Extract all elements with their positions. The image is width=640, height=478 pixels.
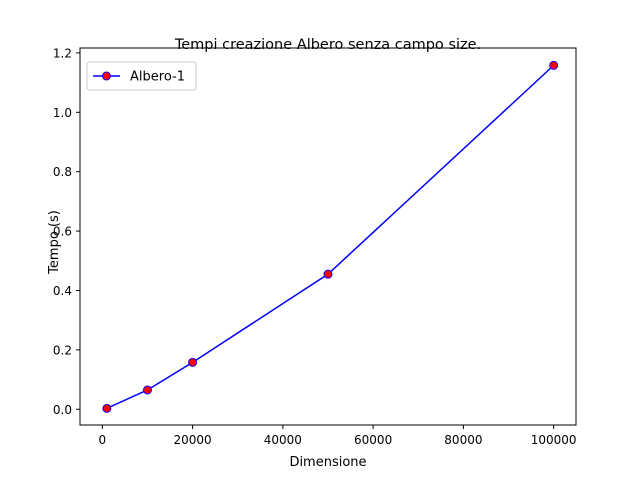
data-point [142,385,152,395]
y-tick-label: 0.2 [53,343,72,357]
x-tick-label: 40000 [264,433,302,447]
x-axis-ticks: 0 20000 40000 60000 80000 100000 [99,425,577,447]
y-tick-label: 0.4 [53,284,72,298]
plot-frame [79,47,577,426]
x-tick-label: 100000 [531,433,577,447]
y-tick-label: 0.0 [53,403,72,417]
y-tick-label: 0.8 [53,165,72,179]
data-point [102,403,112,413]
data-point [188,357,198,367]
x-tick-label: 20000 [174,433,212,447]
y-axis-label: Tempo (s) [47,210,62,275]
legend-marker-swatch [102,71,111,81]
data-point [323,269,333,279]
x-tick-label: 80000 [444,433,482,447]
y-tick-label: 1.0 [53,106,72,120]
legend: Albero-1 [86,61,197,91]
series-layer [102,60,559,413]
y-tick-label: 1.2 [53,46,72,60]
x-tick-label: 60000 [354,433,392,447]
x-tick-label: 0 [99,433,107,447]
plot-area [80,48,576,425]
y-axis-ticks: 0.0 0.2 0.4 0.6 0.8 1.0 1.2 [53,46,80,417]
x-axis-label: Dimensione [289,455,366,470]
legend-frame [86,61,197,91]
legend-label-albero-1: Albero-1 [130,70,185,85]
y-tick-label: 0.6 [53,225,72,239]
chart-title: Tempi creazione Albero senza campo size. [174,37,481,53]
data-point [549,60,559,70]
